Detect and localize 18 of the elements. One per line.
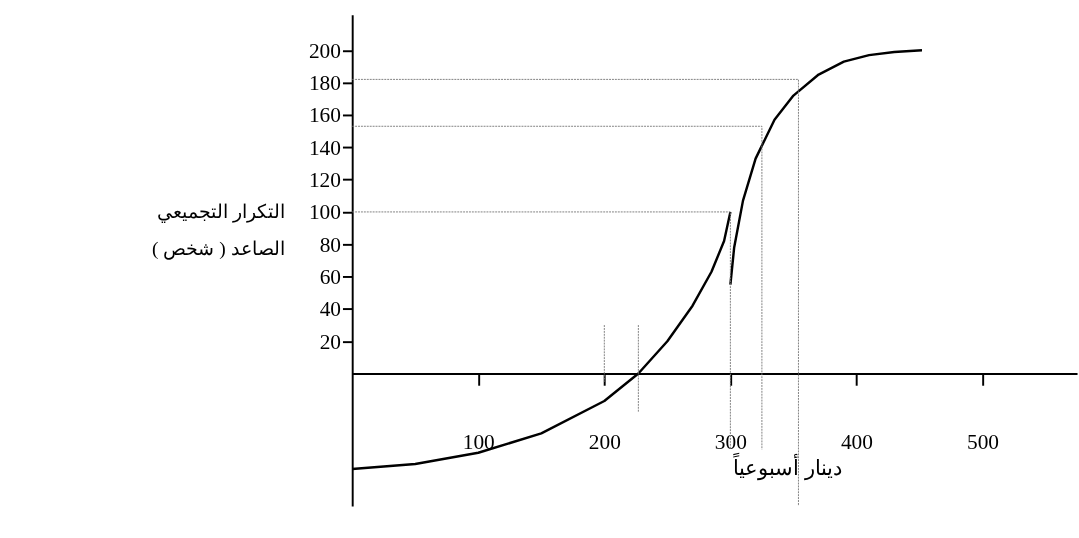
y-tick-label: 40 [319,297,342,322]
y-tick-label: 180 [308,70,342,95]
line-series [729,49,924,286]
y-tick-label: 100 [308,200,342,225]
y-tick-label: 80 [319,232,342,257]
y-tick-label: 60 [319,264,342,289]
x-tick-label: 200 [588,429,621,454]
x-axis-title: دينار أسبوعياً [733,452,842,482]
y-tick-label: 140 [308,135,342,160]
y-tick-label: 160 [308,103,342,128]
x-tick-label: 300 [714,429,747,454]
x-tick-label: 500 [966,429,1000,454]
y-tick-label: 200 [308,38,342,63]
y-tick-label: 20 [319,329,342,354]
y-tick-label: 120 [308,167,342,192]
x-tick-label: 100 [462,429,495,454]
y-axis-title: التكرار التجميعي الصاعد ( شخص ) [152,200,285,260]
x-tick-label: 400 [840,429,873,454]
